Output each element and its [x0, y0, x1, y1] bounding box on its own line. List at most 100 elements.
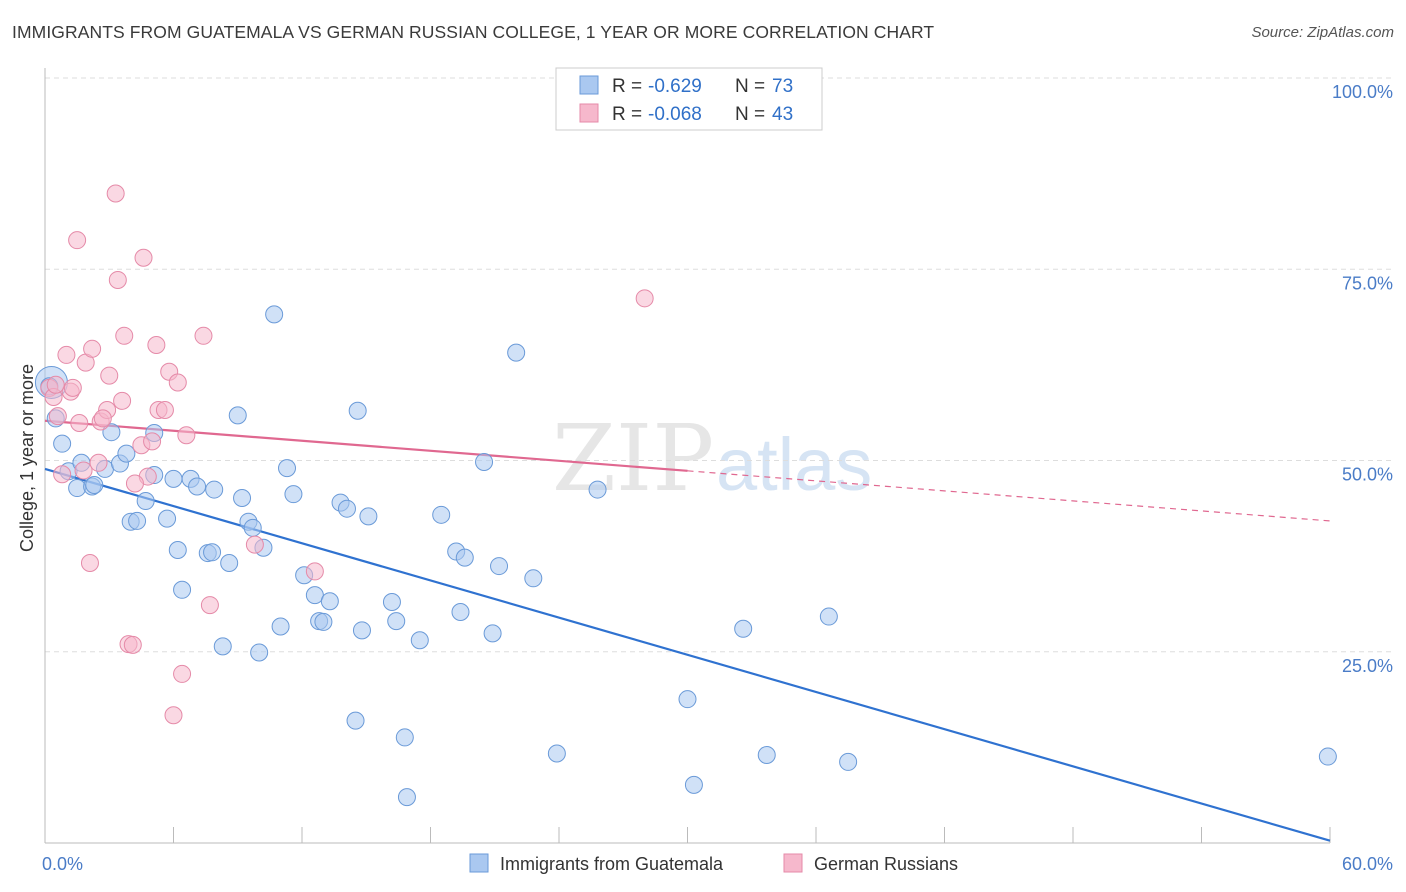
point-guatemala-11 [117, 444, 136, 463]
point-guatemala-25 [205, 480, 224, 499]
bottom-legend-swatch-pink [783, 853, 803, 873]
point-guatemala-58 [475, 453, 494, 472]
legend-swatch-pink [579, 103, 599, 123]
point-german-russian-2 [48, 407, 67, 426]
bottom-legend-label-pink: German Russians [814, 854, 958, 874]
bottom-legend-label-blue: Immigrants from Guatemala [500, 854, 724, 874]
point-guatemala-14 [136, 492, 155, 511]
legend-r-value-1: -0.629 [648, 76, 702, 97]
point-german-russian-21 [123, 635, 142, 654]
point-german-russian-11 [83, 339, 102, 358]
point-german-russian-16 [106, 184, 125, 203]
point-guatemala-63 [547, 744, 566, 763]
point-guatemala-70 [839, 752, 858, 771]
point-guatemala-7 [85, 475, 104, 494]
point-guatemala-26 [213, 637, 232, 656]
chart-source: Source: ZipAtlas.com [1251, 24, 1394, 41]
y-tick-label-0: 25.0% [1342, 656, 1393, 676]
point-guatemala-18 [164, 469, 183, 488]
x-tick-label-0: 0.0% [42, 854, 83, 874]
legend-swatch-blue [579, 75, 599, 95]
point-german-russian-25 [143, 432, 162, 451]
tick-labels: 25.0% 50.0% 75.0% 100.0% 0.0% 60.0% [42, 82, 1393, 874]
point-german-russian-38 [635, 289, 654, 308]
y-axis-label: College, 1 year or more [17, 364, 37, 552]
legend-r-label-2: R = [612, 104, 642, 125]
point-german-russian-42 [125, 474, 144, 493]
legend-box [555, 67, 823, 131]
point-german-russian-40 [68, 231, 87, 250]
legend-r-label-1: R = [612, 76, 642, 97]
point-guatemala-54 [432, 505, 451, 524]
axes [44, 68, 1331, 844]
point-guatemala-31 [243, 518, 262, 537]
point-guatemala-41 [314, 612, 333, 631]
point-guatemala-4 [68, 479, 87, 498]
point-german-russian-33 [177, 426, 196, 445]
legend: R = -0.629 N = 73 R = -0.068 N = 43 [555, 67, 823, 131]
point-guatemala-27 [220, 554, 239, 573]
point-guatemala-62 [524, 569, 543, 588]
point-german-russian-30 [164, 706, 183, 725]
grid-lines [45, 77, 1393, 653]
point-guatemala-47 [352, 621, 371, 640]
point-guatemala-39 [305, 586, 324, 605]
point-guatemala-24 [203, 543, 222, 562]
point-german-russian-34 [194, 326, 213, 345]
point-guatemala-32 [250, 643, 269, 662]
bottom-legend: Immigrants from Guatemala German Russian… [469, 853, 958, 874]
y-tick-label-3: 100.0% [1332, 82, 1393, 102]
y-tick-label-1: 50.0% [1342, 465, 1393, 485]
point-german-russian-41 [93, 409, 112, 428]
point-german-russian-31 [168, 373, 187, 392]
point-guatemala-42 [320, 592, 339, 611]
point-german-russian-7 [70, 414, 89, 433]
legend-n-value-1: 73 [772, 76, 793, 97]
point-guatemala-44 [337, 499, 356, 518]
point-guatemala-69 [819, 607, 838, 626]
point-guatemala-71 [1318, 747, 1337, 766]
point-guatemala-50 [387, 612, 406, 631]
bottom-legend-swatch-blue [469, 853, 489, 873]
point-german-russian-32 [173, 664, 192, 683]
point-german-russian-12 [89, 453, 108, 472]
point-guatemala-13 [128, 511, 147, 530]
point-guatemala-37 [284, 485, 303, 504]
point-guatemala-34 [265, 305, 284, 324]
point-guatemala-59 [483, 624, 502, 643]
legend-n-value-2: 43 [772, 104, 793, 125]
watermark-zip: ZIP [552, 405, 714, 512]
legend-n-label-1: N = [735, 76, 765, 97]
watermark-atlas: atlas [716, 423, 872, 506]
legend-r-value-2: -0.068 [648, 104, 702, 125]
point-guatemala-68 [757, 746, 776, 765]
point-german-russian-23 [134, 248, 153, 267]
point-guatemala-53 [410, 631, 429, 650]
point-guatemala-49 [382, 593, 401, 612]
point-guatemala-28 [228, 406, 247, 425]
point-guatemala-17 [158, 509, 177, 528]
point-german-russian-19 [115, 326, 134, 345]
point-guatemala-48 [359, 507, 378, 526]
point-guatemala-2 [53, 434, 72, 453]
point-guatemala-20 [173, 580, 192, 599]
chart-title: IMMIGRANTS FROM GUATEMALA VS GERMAN RUSS… [12, 22, 935, 42]
point-guatemala-29 [233, 488, 252, 507]
point-german-russian-10 [80, 554, 99, 573]
point-guatemala-66 [684, 775, 703, 794]
point-german-russian-37 [305, 562, 324, 581]
point-german-russian-26 [147, 335, 166, 354]
point-guatemala-19 [168, 541, 187, 560]
point-german-russian-6 [63, 378, 82, 397]
point-german-russian-39 [46, 375, 65, 394]
data-points [34, 184, 1337, 807]
point-german-russian-4 [57, 345, 76, 364]
trend-line-dashed-1 [687, 470, 1331, 522]
point-guatemala-61 [507, 343, 526, 362]
point-guatemala-60 [490, 557, 509, 576]
point-guatemala-56 [451, 602, 470, 621]
legend-n-label-2: N = [735, 104, 765, 125]
point-german-russian-35 [200, 596, 219, 615]
point-german-russian-3 [53, 465, 72, 484]
